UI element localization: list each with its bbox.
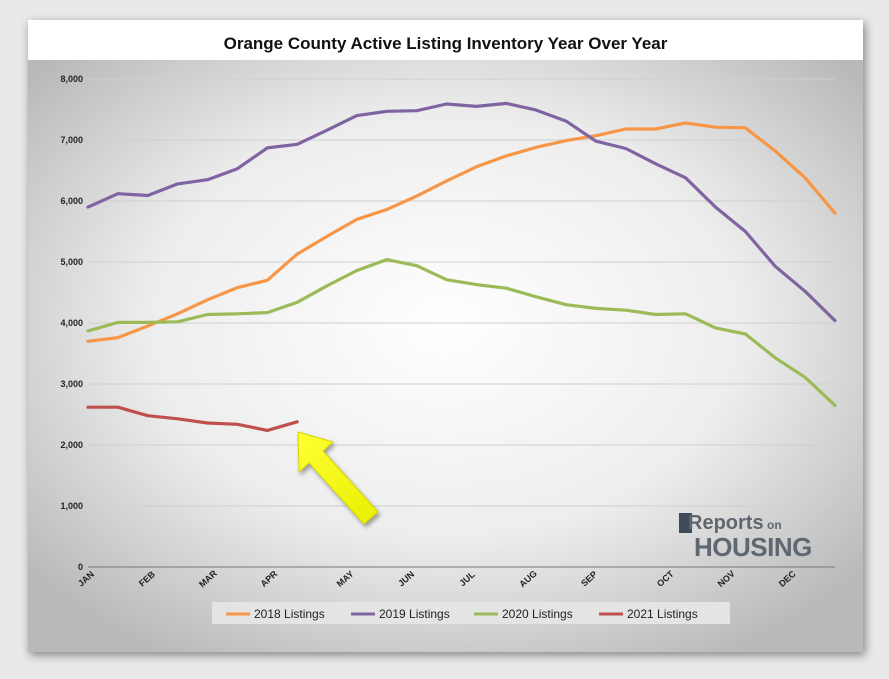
chart-card: Orange County Active Listing Inventory Y…	[28, 20, 863, 652]
series-line-2018	[86, 121, 837, 343]
y-tick-label: 6,000	[60, 196, 83, 206]
y-tick-label: 2,000	[60, 440, 83, 450]
legend-item-2020: 2020 Listings	[474, 607, 573, 621]
legend-label-2018: 2018 Listings	[254, 607, 325, 621]
y-axis-ticks: 0 1,000 2,000 3,000 4,000 5,000 6,000 7,000 8,00…	[60, 74, 83, 572]
legend: 2018 Listings 2019 Listings 2020 Listing…	[212, 602, 730, 624]
series-line-2020	[86, 258, 837, 407]
legend-item-2021: 2021 Listings	[599, 607, 698, 621]
y-tick-label: 8,000	[60, 74, 83, 84]
logo-on: on	[767, 518, 782, 532]
legend-item-2018: 2018 Listings	[226, 607, 325, 621]
y-tick-label: 4,000	[60, 318, 83, 328]
legend-label-2019: 2019 Listings	[379, 607, 450, 621]
logo-reports: Reports	[688, 512, 764, 534]
series-line-2021	[86, 405, 299, 432]
y-tick-label: 5,000	[60, 257, 83, 267]
chart-title: Orange County Active Listing Inventory Y…	[223, 34, 668, 53]
y-tick-label: 3,000	[60, 379, 83, 389]
y-tick-label: 7,000	[60, 135, 83, 145]
logo-mark-icon	[679, 513, 692, 533]
legend-background	[212, 602, 730, 624]
legend-item-2019: 2019 Listings	[351, 607, 450, 621]
legend-label-2020: 2020 Listings	[502, 607, 573, 621]
legend-label-2021: 2021 Listings	[627, 607, 698, 621]
line-chart: 0 1,000 2,000 3,000 4,000 5,000 6,000 7,000 8,00…	[28, 60, 863, 652]
y-tick-label: 1,000	[60, 501, 83, 511]
plot-background	[28, 60, 863, 652]
y-tick-label: 0	[78, 562, 83, 572]
logo-housing: HOUSING	[694, 532, 812, 562]
series-lines	[86, 101, 837, 432]
series-line-2019	[86, 101, 837, 323]
reports-on-housing-logo: Reports on HOUSING	[679, 512, 812, 562]
callout-arrow	[297, 431, 379, 525]
